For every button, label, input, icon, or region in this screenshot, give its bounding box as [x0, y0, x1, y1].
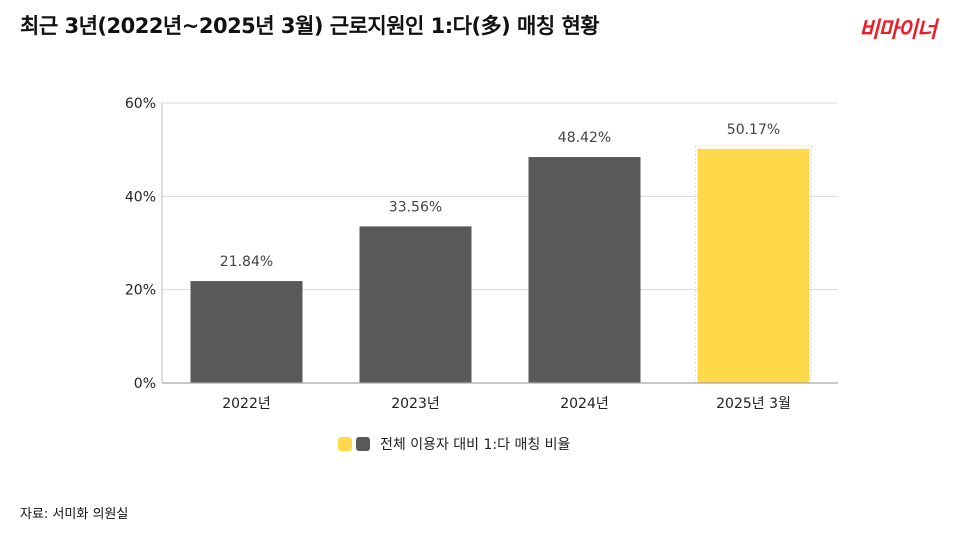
bar-highlight-outline — [695, 145, 812, 384]
legend-swatch-highlight — [338, 437, 352, 451]
data-label: 33.56% — [389, 199, 442, 215]
chart-title: 최근 3년(2022년~2025년 3월) 근로지원인 1:다(多) 매칭 현황 — [20, 14, 600, 38]
y-tick-label: 60% — [125, 96, 156, 112]
legend-swatch-gray — [356, 437, 370, 451]
legend-label: 전체 이용자 대비 1:다 매칭 비율 — [380, 437, 571, 453]
bar — [359, 226, 472, 383]
x-tick-label: 2025년 3월 — [716, 396, 791, 412]
chart-legend: 전체 이용자 대비 1:다 매칭 비율 — [338, 434, 570, 454]
source-note: 자료: 서미화 의원실 — [20, 507, 129, 522]
y-tick-label: 40% — [125, 189, 156, 205]
y-tick-label: 20% — [125, 283, 156, 299]
x-tick-label: 2023년 — [391, 396, 440, 412]
x-tick-label: 2024년 — [560, 396, 609, 412]
x-tick-label: 2022년 — [222, 396, 271, 412]
bar — [697, 148, 810, 383]
bar — [190, 281, 303, 383]
data-label: 21.84% — [220, 254, 273, 270]
data-label: 48.42% — [558, 130, 611, 146]
brand-logo: 비마이너 — [859, 18, 937, 43]
data-label: 50.17% — [727, 122, 780, 138]
y-tick-label: 0% — [134, 376, 156, 392]
bar — [528, 157, 641, 383]
